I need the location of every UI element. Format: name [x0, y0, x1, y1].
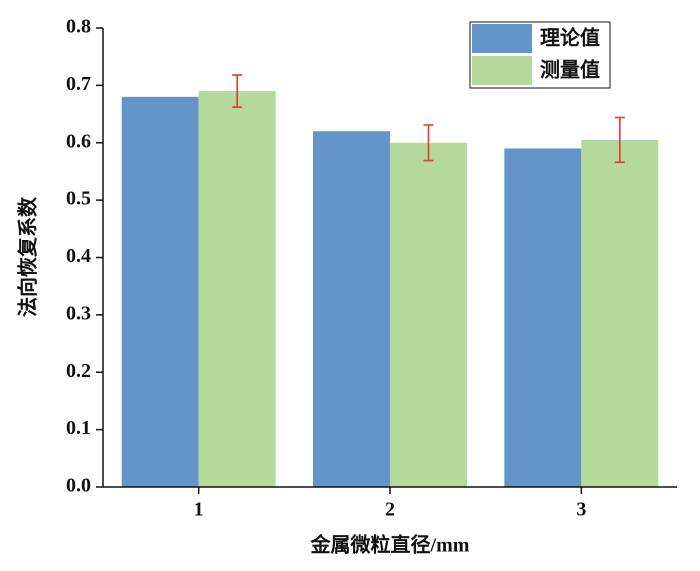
y-axis-label: 法向恢复系数	[16, 196, 40, 317]
bar	[504, 148, 582, 488]
bar	[198, 91, 276, 488]
bar	[581, 139, 659, 487]
y-tick-label: 0.0	[66, 475, 91, 497]
bar	[313, 131, 390, 487]
y-tick-label: 0.4	[66, 245, 91, 267]
y-tick-label: 0.2	[66, 360, 91, 382]
legend-swatch	[472, 24, 532, 53]
legend-swatch	[472, 56, 532, 85]
error-bar	[232, 74, 243, 108]
x-tick-label: 2	[385, 499, 395, 521]
y-tick-label: 0.7	[66, 73, 91, 95]
x-axis-label: 金属微粒直径/mm	[310, 533, 470, 557]
y-tick-label: 0.6	[66, 130, 91, 152]
x-tick-label: 1	[194, 499, 204, 521]
y-tick-label: 0.1	[66, 417, 91, 439]
legend-label: 测量值	[540, 58, 600, 82]
x-tick-label: 3	[576, 499, 586, 521]
error-bar	[614, 116, 625, 164]
y-tick-label: 0.3	[66, 302, 91, 324]
error-bar	[423, 124, 434, 162]
bar	[121, 96, 199, 487]
y-tick-label: 0.5	[66, 188, 91, 210]
legend-label: 理论值	[540, 26, 600, 50]
y-tick-label: 0.8	[66, 16, 91, 38]
bar	[390, 142, 467, 487]
